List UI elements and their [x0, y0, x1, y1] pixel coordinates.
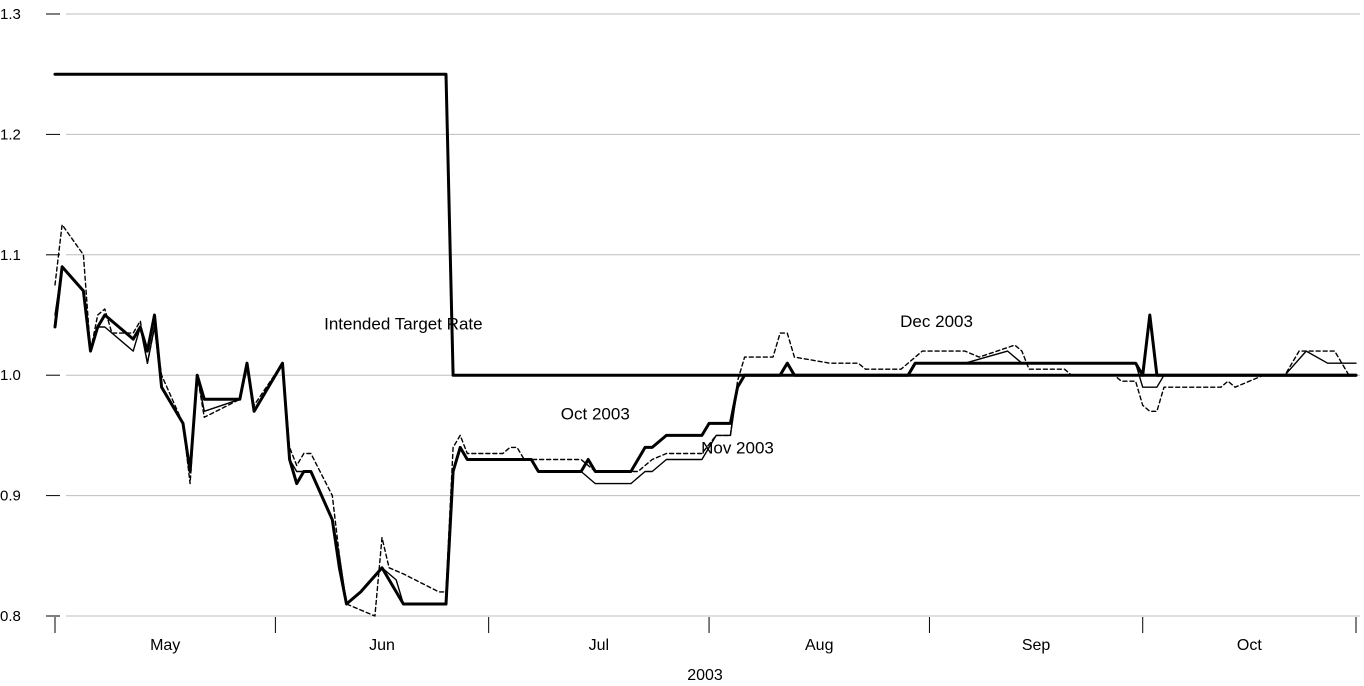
y-tick-label: 1.3 [0, 6, 21, 23]
y-axis: 0.8 0.9 1.0 1.1 1.2 1.3 [0, 6, 60, 625]
y-tick-label: 1.2 [0, 126, 21, 143]
y-tick-label: 0.9 [0, 488, 21, 505]
x-tick-label: Jul [589, 637, 609, 654]
annotation-label: Intended Target Rate [324, 314, 482, 333]
annotation-label: Nov 2003 [701, 438, 774, 457]
x-axis-label: 2003 [687, 667, 723, 684]
x-axis: May Jun Jul Aug Sep Oct [54, 617, 1357, 654]
y-tick-label: 1.1 [0, 247, 21, 264]
x-tick-label: Aug [805, 637, 833, 654]
y-tick-label: 1.0 [0, 367, 21, 384]
y-tick-label: 0.8 [0, 608, 21, 625]
x-tick-label: May [150, 637, 180, 654]
series-line-intended-target-rate [53, 72, 1358, 377]
series-line-nov-2003 [54, 266, 1357, 605]
series-line-dec-2003 [54, 223, 1357, 617]
series-line-oct-2003 [53, 265, 1358, 606]
annotation-label: Dec 2003 [900, 312, 973, 331]
x-tick-label: Sep [1022, 637, 1051, 654]
annotations: Intended Target Rate Oct 2003 Nov 2003 Dec … [324, 312, 973, 457]
series-lines [53, 72, 1358, 617]
annotation-label: Oct 2003 [561, 405, 630, 424]
gridlines [66, 13, 1360, 617]
x-tick-label: Jun [369, 637, 395, 654]
x-tick-label: Oct [1237, 637, 1262, 654]
